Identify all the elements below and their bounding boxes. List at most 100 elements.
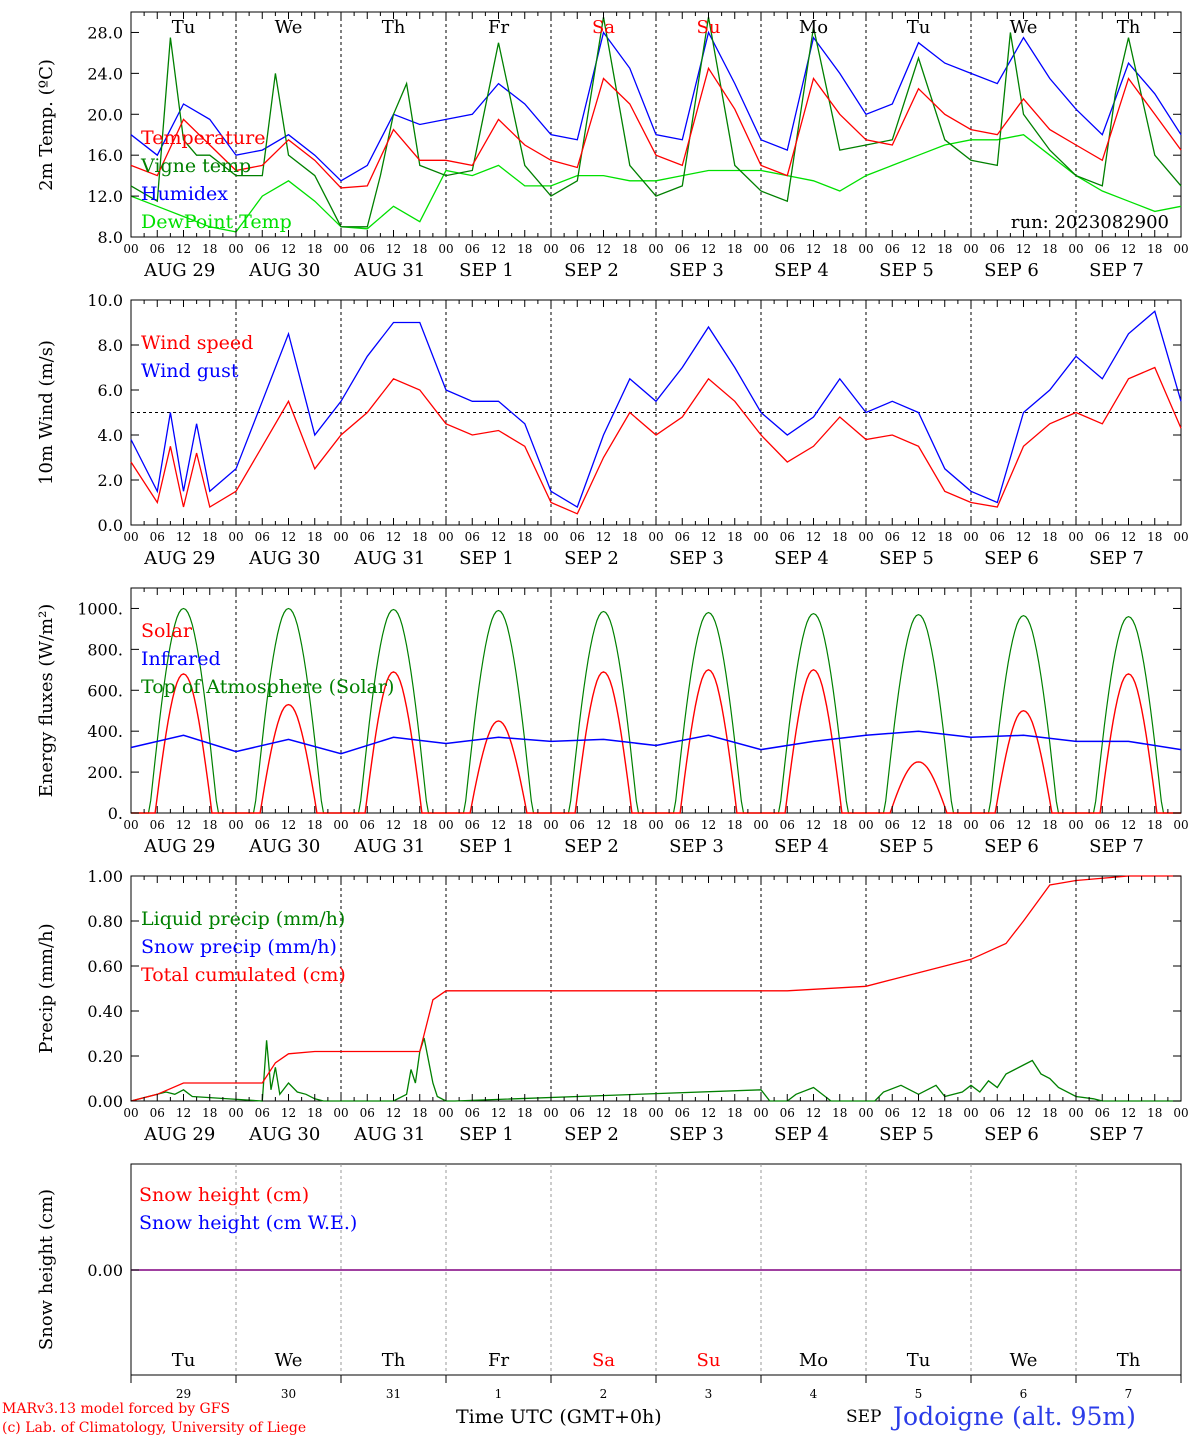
x-hour-tick-label: 00 [963,242,978,256]
x-hour-tick-label: 12 [701,1106,716,1120]
x-hour-tick-label: 00 [123,242,138,256]
x-hour-tick-label: 12 [386,818,401,832]
x-hour-tick-label: 18 [517,242,532,256]
y-tick-label: 0.00 [87,1261,123,1280]
x-hour-tick-label: 18 [1042,242,1057,256]
x-hour-tick-label: 18 [202,530,217,544]
x-hour-tick-label: 00 [543,530,558,544]
x-hour-tick-label: 12 [491,1106,506,1120]
x-hour-tick-label: 12 [176,818,191,832]
x-hour-tick-label: 12 [491,818,506,832]
x-hour-tick-label: 12 [386,242,401,256]
bottom-day-label: We [275,1350,303,1371]
x-hour-tick-label: 18 [307,818,322,832]
x-hour-tick-label: 18 [832,242,847,256]
x-hour-tick-label: 12 [1016,818,1031,832]
bottom-date-label: 6 [1020,1387,1028,1400]
panel-frame-0 [130,11,1182,238]
bottom-day-label: Tu [907,1350,931,1371]
x-date-label: SEP 4 [774,548,829,569]
x-hour-tick-label: 00 [438,1106,453,1120]
x-hour-tick-label: 00 [333,242,348,256]
series-line-temperature [130,66,1182,189]
y-tick-label: 16.0 [87,146,123,165]
x-hour-tick-label: 06 [1095,242,1110,256]
x-hour-tick-label: 18 [202,1106,217,1120]
x-hour-tick-label: 00 [963,1106,978,1120]
bottom-date-label: 5 [915,1387,923,1400]
x-hour-tick-label: 00 [753,530,768,544]
x-hour-tick-label: 18 [412,1106,427,1120]
x-hour-tick-label: 06 [990,818,1005,832]
x-date-label: SEP 5 [879,836,934,857]
x-date-label: SEP 6 [984,548,1039,569]
x-hour-tick-label: 12 [1121,530,1136,544]
x-hour-tick-label: 18 [832,818,847,832]
x-hour-tick-label: 06 [150,818,165,832]
legend-item: Wind speed [141,332,253,354]
x-hour-tick-label: 12 [596,1106,611,1120]
x-hour-tick-label: 18 [622,818,637,832]
x-date-label: SEP 2 [564,260,619,281]
x-hour-tick-label: 00 [1173,818,1188,832]
series-line-total-cumulated-cm- [130,875,1181,1102]
x-hour-tick-label: 06 [675,530,690,544]
x-date-label: AUG 30 [248,548,320,569]
x-hour-tick-label: 18 [622,530,637,544]
series-line-liquid-precip-mm-h- [130,1037,1181,1102]
x-hour-tick-label: 06 [675,818,690,832]
legend-item: Wind gust [141,360,239,382]
x-hour-tick-label: 12 [701,818,716,832]
x-hour-tick-label: 06 [675,242,690,256]
day-name-label: We [275,17,303,38]
x-hour-tick-label: 18 [307,530,322,544]
x-date-label: SEP 3 [669,260,724,281]
x-date-label: SEP 7 [1089,836,1144,857]
x-date-label: SEP 5 [879,260,934,281]
meteogram: 8.012.016.020.024.028.000 06 12 18 00 06 12 18 0… [36,11,1189,1400]
x-hour-tick-label: 18 [937,1106,952,1120]
x-hour-tick-label: 06 [570,530,585,544]
x-hour-tick-label: 00 [333,1106,348,1120]
y-tick-label: 8.0 [98,336,123,355]
x-date-label: AUG 31 [353,836,425,857]
day-name-label: Mo [799,17,828,38]
x-hour-tick-label: 06 [780,818,795,832]
x-hour-tick-label: 06 [1095,818,1110,832]
series-line-wind-gust [130,310,1182,508]
bottom-day-label: Fr [488,1350,509,1371]
legend-item: Snow height (cm) [139,1184,309,1206]
y-tick-label: 24.0 [87,64,123,83]
x-date-label: AUG 30 [248,1124,320,1145]
series-line-dewpoint-temp [130,134,1182,233]
x-date-label: AUG 29 [143,836,215,857]
x-hour-tick-label: 06 [1095,1106,1110,1120]
x-date-label: SEP 2 [564,548,619,569]
x-date-label: SEP 1 [459,1124,514,1145]
y-tick-label: 0. [108,804,123,823]
x-date-label: AUG 31 [353,548,425,569]
bottom-date-label: 4 [810,1387,818,1400]
x-hour-tick-label: 12 [911,818,926,832]
x-date-label: AUG 30 [248,836,320,857]
bottom-date-label: 3 [705,1387,713,1400]
x-hour-tick-label: 18 [622,1106,637,1120]
x-hour-tick-label: 06 [885,242,900,256]
x-hour-tick-label: 18 [1042,818,1057,832]
y-tick-label: 0.20 [87,1047,123,1066]
x-hour-tick-label: 06 [150,242,165,256]
x-hour-tick-label: 00 [648,242,663,256]
x-hour-tick-label: 18 [727,1106,742,1120]
x-hour-tick-label: 00 [123,818,138,832]
x-hour-tick-label: 00 [228,530,243,544]
x-hour-tick-label: 12 [386,1106,401,1120]
x-hour-tick-label: 12 [1016,530,1031,544]
x-hour-tick-label: 18 [937,242,952,256]
y-tick-label: 400. [87,722,123,741]
day-name-label: We [1010,17,1038,38]
x-hour-tick-label: 18 [1042,530,1057,544]
x-date-label: AUG 29 [143,548,215,569]
x-hour-tick-label: 12 [596,242,611,256]
x-hour-tick-label: 18 [307,242,322,256]
location-label: Jodoigne (alt. 95m) [893,1402,1136,1431]
